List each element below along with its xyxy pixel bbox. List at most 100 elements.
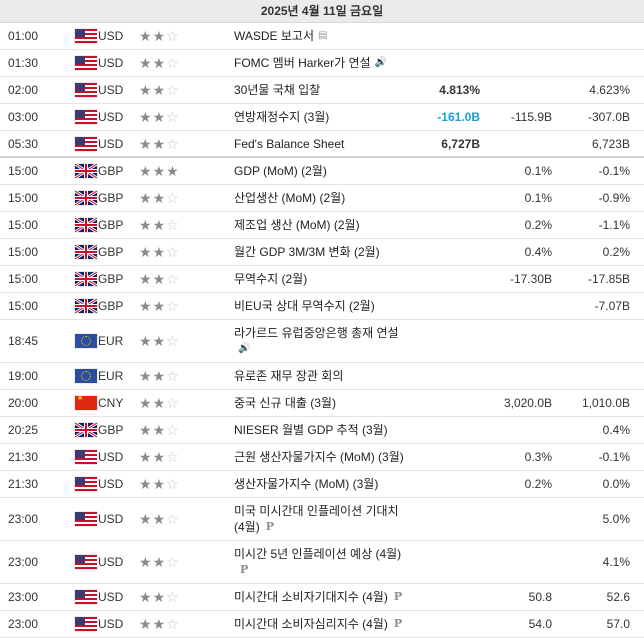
event-row[interactable]: 18:45 EUR ★ ★ ☆ 라가르드 유럽중앙은행 총재 연설🔊 — [0, 320, 644, 363]
event-label[interactable]: WASDE 보고서 — [234, 28, 315, 43]
event-label[interactable]: 무역수지 (2월) — [234, 272, 308, 286]
event-label[interactable]: 중국 신규 대출 (3월) — [234, 396, 336, 410]
flag-cell — [72, 617, 97, 632]
event-name[interactable]: 연방재정수지 (3월) — [234, 109, 412, 125]
forecast-value: 0.1% — [524, 164, 552, 178]
event-name[interactable]: FOMC 멤버 Harker가 연설 🔊 — [234, 55, 412, 72]
flag-cell — [72, 29, 97, 44]
event-label[interactable]: 월간 GDP 3M/3M 변화 (2월) — [234, 245, 380, 259]
event-label[interactable]: Fed's Balance Sheet — [234, 136, 345, 151]
star-empty-icon: ☆ — [166, 28, 179, 44]
event-row[interactable]: 23:00 USD ★ ★ ☆ 미시간 5년 인플레이션 예상 (4월)P 4.1% — [0, 541, 644, 584]
importance-stars: ★ ★ ☆ — [139, 110, 234, 124]
event-name[interactable]: 산업생산 (MoM) (2월) — [234, 190, 412, 206]
star-filled-icon: ★ — [152, 190, 166, 206]
event-label[interactable]: 라가르드 유럽중앙은행 총재 연설 — [234, 325, 399, 340]
event-name[interactable]: 제조업 생산 (MoM) (2월) — [234, 217, 412, 233]
event-name[interactable]: 중국 신규 대출 (3월) — [234, 395, 412, 411]
event-name[interactable]: 30년물 국채 입찰 — [234, 82, 412, 98]
event-name[interactable]: 미시간대 소비자기대지수 (4월) P — [234, 589, 412, 606]
event-row[interactable]: 05:30 USD ★ ★ ☆ Fed's Balance Sheet 6,727B 6,72… — [0, 131, 644, 158]
event-name[interactable]: 라가르드 유럽중앙은행 총재 연설 🔊 — [234, 325, 412, 358]
event-name[interactable]: 유로존 재무 장관 회의 — [234, 368, 412, 384]
event-label[interactable]: 유로존 재무 장관 회의 — [234, 369, 344, 383]
currency-code: GBP — [98, 272, 124, 286]
event-row[interactable]: 20:00CNY★★☆중국 신규 대출 (3월)3,020.0B1,010.0B — [0, 390, 644, 417]
previous-value: -7.07B — [594, 299, 630, 313]
uk-flag-icon — [75, 245, 97, 260]
previous-value: 0.0% — [602, 477, 630, 491]
event-row[interactable]: 15:00 GBP ★ ★ ☆ 월간 GDP 3M/3M 변화 (2월) 0.4% 0.2% — [0, 239, 644, 266]
speaker-icon: 🔊 — [238, 343, 251, 355]
event-row[interactable]: 15:00 GBP ★ ★ ☆ 비EU국 상대 무역수지 (2월) -7.07B — [0, 293, 644, 320]
us-flag-icon — [75, 136, 97, 151]
event-row[interactable]: 15:00 GBP ★ ★ ☆ 산업생산 (MoM) (2월) 0.1% -0.9% — [0, 185, 644, 212]
star-filled-icon: ★ — [139, 109, 152, 125]
event-label[interactable]: FOMC 멤버 Harker가 연설 — [234, 55, 371, 70]
flag-cell — [72, 110, 97, 125]
event-name[interactable]: NIESER 월별 GDP 추적 (3월) — [234, 422, 412, 438]
event-row[interactable]: 23:00 USD ★ ★ ☆ 미시간대 소비자기대지수 (4월) P 50.8 52.6 — [0, 584, 644, 611]
flag-cell — [72, 396, 97, 411]
event-name[interactable]: 비EU국 상대 무역수지 (2월) — [234, 298, 412, 314]
event-name[interactable]: WASDE 보고서 ▤ — [234, 28, 412, 45]
event-label[interactable]: 비EU국 상대 무역수지 (2월) — [234, 299, 375, 313]
event-name[interactable]: 월간 GDP 3M/3M 변화 (2월) — [234, 244, 412, 260]
event-name[interactable]: 미시간 5년 인플레이션 예상 (4월) P — [234, 546, 412, 579]
event-label[interactable]: NIESER 월별 GDP 추적 (3월) — [234, 423, 388, 437]
currency-code: USD — [98, 83, 124, 97]
previous-value: 5.0% — [602, 512, 630, 526]
event-label[interactable]: 제조업 생산 (MoM) (2월) — [234, 218, 360, 232]
star-filled-icon: ★ — [152, 298, 166, 314]
event-row[interactable]: 15:00 GBP ★ ★ ☆ 제조업 생산 (MoM) (2월) 0.2% -1.1% — [0, 212, 644, 239]
event-name[interactable]: 생산자물가지수 (MoM) (3월) — [234, 476, 412, 492]
us-flag-icon — [75, 29, 97, 44]
event-label[interactable]: 근원 생산자물가지수 (MoM) (3월) — [234, 450, 404, 464]
event-name[interactable]: 미시간대 소비자심리지수 (4월) P — [234, 616, 412, 633]
event-time: 15:00 — [8, 272, 39, 286]
event-label[interactable]: 산업생산 (MoM) (2월) — [234, 191, 346, 205]
flag-cell — [72, 450, 97, 465]
uk-flag-icon — [75, 164, 97, 179]
event-name[interactable]: GDP (MoM) (2월) — [234, 163, 412, 179]
event-row[interactable]: 15:00 GBP ★ ★ ☆ 무역수지 (2월) -17.30B -17.85B — [0, 266, 644, 293]
event-row[interactable]: 19:00 EUR ★ ★ ☆ 유로존 재무 장관 회의 — [0, 363, 644, 390]
uk-flag-icon — [75, 299, 97, 314]
event-name[interactable]: 무역수지 (2월) — [234, 271, 412, 287]
event-row[interactable]: 15:00 GBP ★ ★ ★ GDP (MoM) (2월) 0.1% -0.1% — [0, 158, 644, 185]
event-label[interactable]: 미시간 5년 인플레이션 예상 (4월) — [234, 546, 402, 561]
event-label[interactable]: 30년물 국채 입찰 — [234, 83, 321, 97]
event-label[interactable]: 미시간대 소비자기대지수 (4월) — [234, 589, 388, 604]
event-row[interactable]: 02:00 USD ★ ★ ☆ 30년물 국채 입찰 4.813% 4.623% — [0, 77, 644, 104]
event-name[interactable]: 미국 미시간대 인플레이션 기대치 (4월) P — [234, 503, 412, 536]
event-row[interactable]: 20:25 GBP ★ ★ ☆ NIESER 월별 GDP 추적 (3월) 0.4% — [0, 417, 644, 444]
event-row[interactable]: 23:00 USD ★ ★ ☆ 미시간대 소비자심리지수 (4월) P 54.0 57.0 — [0, 611, 644, 638]
event-name[interactable]: 근원 생산자물가지수 (MoM) (3월) — [234, 449, 412, 465]
event-row[interactable]: 23:00 USD ★ ★ ☆ 미국 미시간대 인플레이션 기대치 (4월) P 5.0% — [0, 498, 644, 541]
event-label[interactable]: GDP (MoM) (2월) — [234, 164, 327, 178]
importance-stars: ★ ★ ★ — [139, 164, 234, 178]
previous-value: 0.4% — [602, 423, 630, 437]
star-filled-icon: ★ — [152, 244, 166, 260]
event-row[interactable]: 21:30 USD ★ ★ ☆ 근원 생산자물가지수 (MoM) (3월) 0.3% -0.1… — [0, 444, 644, 471]
event-row[interactable]: 03:00 USD ★ ★ ☆ 연방재정수지 (3월) -161.0B -115.9B -307… — [0, 104, 644, 131]
event-label[interactable]: 생산자물가지수 (MoM) (3월) — [234, 477, 379, 491]
event-time: 01:00 — [8, 29, 39, 43]
star-filled-icon: ★ — [139, 190, 152, 206]
star-filled-icon: ★ — [152, 217, 166, 233]
event-label[interactable]: 미시간대 소비자심리지수 (4월) — [234, 616, 388, 631]
date-header: 2025년 4월 11일 금요일 — [0, 0, 644, 23]
star-filled-icon: ★ — [139, 217, 152, 233]
event-label[interactable]: 연방재정수지 (3월) — [234, 110, 330, 124]
event-row[interactable]: 21:30 USD ★ ★ ☆ 생산자물가지수 (MoM) (3월) 0.2% 0.0% — [0, 471, 644, 498]
event-name[interactable]: Fed's Balance Sheet — [234, 136, 412, 152]
event-time: 23:00 — [8, 555, 39, 569]
previous-value: -1.1% — [598, 218, 630, 232]
event-row[interactable]: 01:00 USD ★ ★ ☆ WASDE 보고서 ▤ — [0, 23, 644, 50]
event-label[interactable]: 미국 미시간대 인플레이션 기대치 (4월) — [234, 503, 399, 534]
importance-stars: ★ ★ ☆ — [139, 245, 234, 259]
star-filled-icon: ★ — [139, 422, 152, 438]
star-filled-icon: ★ — [152, 109, 166, 125]
event-row[interactable]: 01:30 USD ★ ★ ☆ FOMC 멤버 Harker가 연설 🔊 — [0, 50, 644, 77]
